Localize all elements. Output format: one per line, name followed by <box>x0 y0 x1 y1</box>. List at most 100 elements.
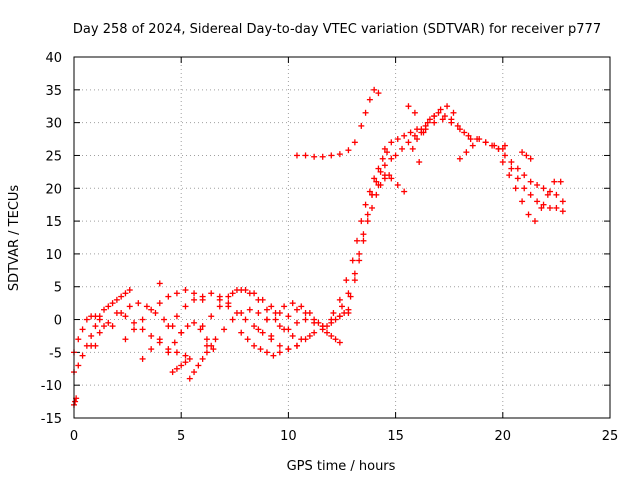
x-tick-label: 0 <box>70 429 78 444</box>
data-point <box>96 329 103 336</box>
x-tick-label: 25 <box>602 429 619 444</box>
data-point <box>199 355 206 362</box>
data-point <box>178 329 185 336</box>
x-tick-label: 15 <box>387 429 404 444</box>
data-point <box>553 204 560 211</box>
data-point <box>339 303 345 310</box>
data-point <box>401 132 408 139</box>
data-point <box>238 329 245 336</box>
data-point <box>191 296 198 303</box>
y-tick-label: -15 <box>41 412 62 427</box>
data-point <box>75 362 82 369</box>
data-point <box>482 139 489 146</box>
data-point <box>298 303 305 310</box>
data-point <box>499 159 506 166</box>
data-point <box>392 152 399 159</box>
data-point <box>375 165 382 172</box>
data-point <box>255 296 262 303</box>
data-point <box>336 339 343 346</box>
data-point <box>540 185 547 192</box>
data-point <box>255 309 262 316</box>
data-point <box>523 152 530 159</box>
data-point <box>332 316 339 323</box>
data-point <box>409 145 416 152</box>
data-point <box>88 332 95 339</box>
data-point <box>388 139 395 146</box>
data-point <box>527 191 534 198</box>
data-point <box>323 329 330 336</box>
data-point <box>375 90 382 97</box>
data-point <box>126 287 133 294</box>
data-point <box>79 326 86 333</box>
data-point <box>139 316 146 323</box>
data-point <box>118 293 125 300</box>
data-point <box>173 313 180 320</box>
data-point <box>366 188 373 195</box>
data-point <box>293 319 300 326</box>
data-point <box>272 309 279 316</box>
data-point <box>229 316 236 323</box>
data-point <box>553 191 560 198</box>
data-point <box>148 306 155 313</box>
data-point <box>343 277 350 284</box>
data-point <box>257 346 264 353</box>
data-point <box>203 349 210 356</box>
data-point <box>527 155 534 162</box>
data-point <box>281 303 288 310</box>
data-point <box>448 119 455 126</box>
data-point <box>506 172 513 179</box>
data-point <box>122 313 129 320</box>
data-point <box>203 336 210 343</box>
data-point <box>79 352 86 359</box>
data-point <box>371 86 378 93</box>
y-axis-label: SDTVAR / TECUs <box>7 185 22 292</box>
data-point <box>238 287 245 294</box>
data-point <box>336 313 343 320</box>
data-point <box>371 175 378 182</box>
data-point <box>358 218 365 225</box>
data-point <box>212 336 219 343</box>
data-point <box>210 346 217 353</box>
data-point <box>152 309 159 316</box>
data-point <box>178 362 185 369</box>
y-tick-label: 0 <box>54 314 62 329</box>
data-point <box>203 342 210 349</box>
data-point <box>263 349 270 356</box>
data-point <box>92 342 99 349</box>
data-point <box>302 336 309 343</box>
data-point <box>101 323 108 330</box>
data-point <box>349 257 356 264</box>
data-point <box>534 181 541 188</box>
data-point <box>336 296 343 303</box>
data-point <box>182 352 189 359</box>
data-point <box>101 306 108 313</box>
data-point <box>369 204 376 211</box>
data-point <box>559 198 566 205</box>
data-point <box>435 109 442 116</box>
data-point <box>381 172 388 179</box>
data-point <box>401 188 408 195</box>
y-tick-label: 20 <box>45 182 62 197</box>
data-point <box>489 142 496 149</box>
data-point <box>364 211 371 218</box>
y-tick-label: 40 <box>45 51 62 66</box>
data-point <box>508 159 515 166</box>
data-point <box>199 293 206 300</box>
data-point <box>351 277 358 284</box>
data-point <box>216 303 223 310</box>
data-point <box>293 306 300 313</box>
data-point <box>418 129 425 136</box>
data-point <box>551 178 558 185</box>
data-point <box>456 155 463 162</box>
data-point <box>276 342 283 349</box>
data-point <box>345 290 352 297</box>
data-point <box>336 151 343 158</box>
data-point <box>311 329 318 336</box>
data-point <box>330 309 337 316</box>
grid-lines <box>74 57 610 418</box>
data-point <box>356 250 363 257</box>
data-point <box>328 332 335 339</box>
data-point <box>118 309 125 316</box>
data-point <box>197 326 204 333</box>
